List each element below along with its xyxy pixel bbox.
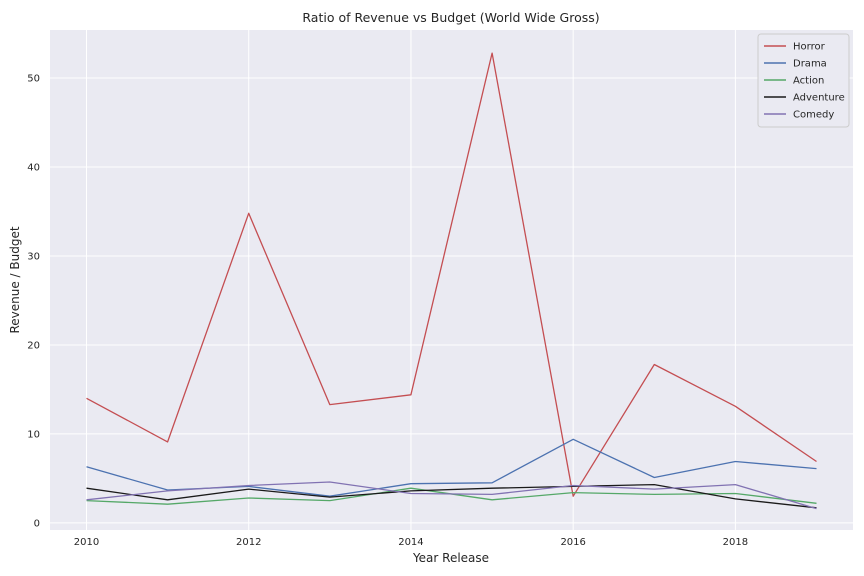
grid-lines (50, 30, 853, 530)
legend-box (757, 33, 850, 128)
x-tick-labels: 2010 2012 2014 2016 2018 (74, 537, 748, 548)
legend: Horror Drama Action Adventure Comedy (757, 33, 850, 128)
x-tick-label: 2012 (236, 537, 261, 548)
legend-label-adventure: Adventure (793, 93, 845, 104)
series-line-comedy (86, 481, 817, 510)
chart-title: Ratio of Revenue vs Budget (World Wide G… (302, 10, 599, 25)
y-axis-label: Revenue / Budget (8, 226, 22, 333)
y-tick-label: 0 (34, 518, 40, 529)
x-tick-label: 2010 (74, 537, 99, 548)
series-line-adventure (86, 483, 817, 509)
y-tick-label: 50 (27, 74, 40, 85)
plot-area (50, 30, 853, 530)
x-tick-label: 2014 (398, 537, 423, 548)
legend-label-action: Action (793, 76, 824, 87)
y-tick-label: 10 (27, 429, 40, 440)
legend-label-comedy: Comedy (793, 110, 834, 121)
legend-label-horror: Horror (793, 42, 826, 53)
legend-label-drama: Drama (793, 59, 827, 70)
x-tick-label: 2016 (560, 537, 585, 548)
y-tick-label: 30 (27, 251, 40, 262)
series-lines (86, 52, 817, 510)
y-tick-label: 20 (27, 340, 40, 351)
x-tick-label: 2018 (723, 537, 748, 548)
y-tick-labels: 0 10 20 30 40 50 (27, 74, 40, 530)
x-axis-label: Year Release (412, 551, 489, 565)
series-line-horror (86, 52, 817, 497)
y-tick-label: 40 (27, 163, 40, 174)
